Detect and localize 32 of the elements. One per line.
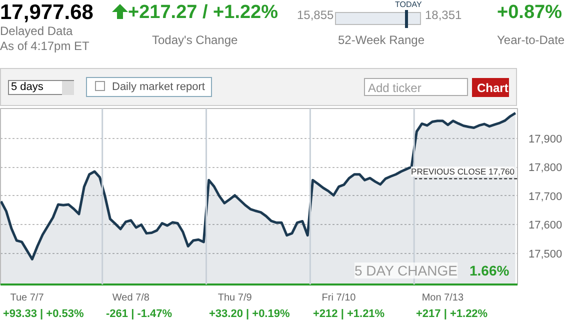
text: Today's Change <box>152 32 238 49</box>
text: Chart <box>477 80 508 97</box>
ref-line-label: PREVIOUS CLOSE 17,760 <box>411 166 515 177</box>
text: +217 | +1.22% <box>416 307 488 322</box>
text: Year-to-Date <box>497 32 565 49</box>
text: 15,855 <box>297 7 334 24</box>
y-tick-label: 17,800 <box>528 162 562 174</box>
x-tick-label: Tue 7/7 <box>10 292 44 304</box>
y-tick-label: 17,600 <box>528 220 562 232</box>
x-tick-label: Fri 7/10 <box>322 292 356 304</box>
text: +0.87% <box>497 1 562 25</box>
text: Add ticker <box>368 80 422 97</box>
text: -261 | -1.47% <box>106 307 172 322</box>
annotation: 5 DAY CHANGE 1.66% <box>354 262 510 278</box>
y-tick-label: 17,900 <box>528 133 562 146</box>
text: +217.27 / +1.22% <box>128 1 278 25</box>
text: As of 4:17pm ET <box>0 38 90 55</box>
text: 17,977.68 <box>0 0 94 26</box>
x-tick-label: Thu 7/9 <box>218 292 252 304</box>
text: 5 days <box>11 80 44 95</box>
text: Delayed Data <box>0 23 73 40</box>
text: Daily market report <box>112 80 205 95</box>
text: 52-Week Range <box>338 32 424 49</box>
y-tick-label: 17,500 <box>528 248 562 260</box>
text: TODAY <box>395 0 422 10</box>
x-tick-label: Mon 7/13 <box>422 292 464 304</box>
text: +33.20 | +0.19% <box>209 307 290 322</box>
text: 18,351 <box>425 7 462 24</box>
y-tick-label: 17,700 <box>528 190 562 203</box>
text: +212 | +1.21% <box>313 307 385 322</box>
text: +93.33 | +0.53% <box>3 307 84 322</box>
x-tick-label: Wed 7/8 <box>112 292 150 304</box>
